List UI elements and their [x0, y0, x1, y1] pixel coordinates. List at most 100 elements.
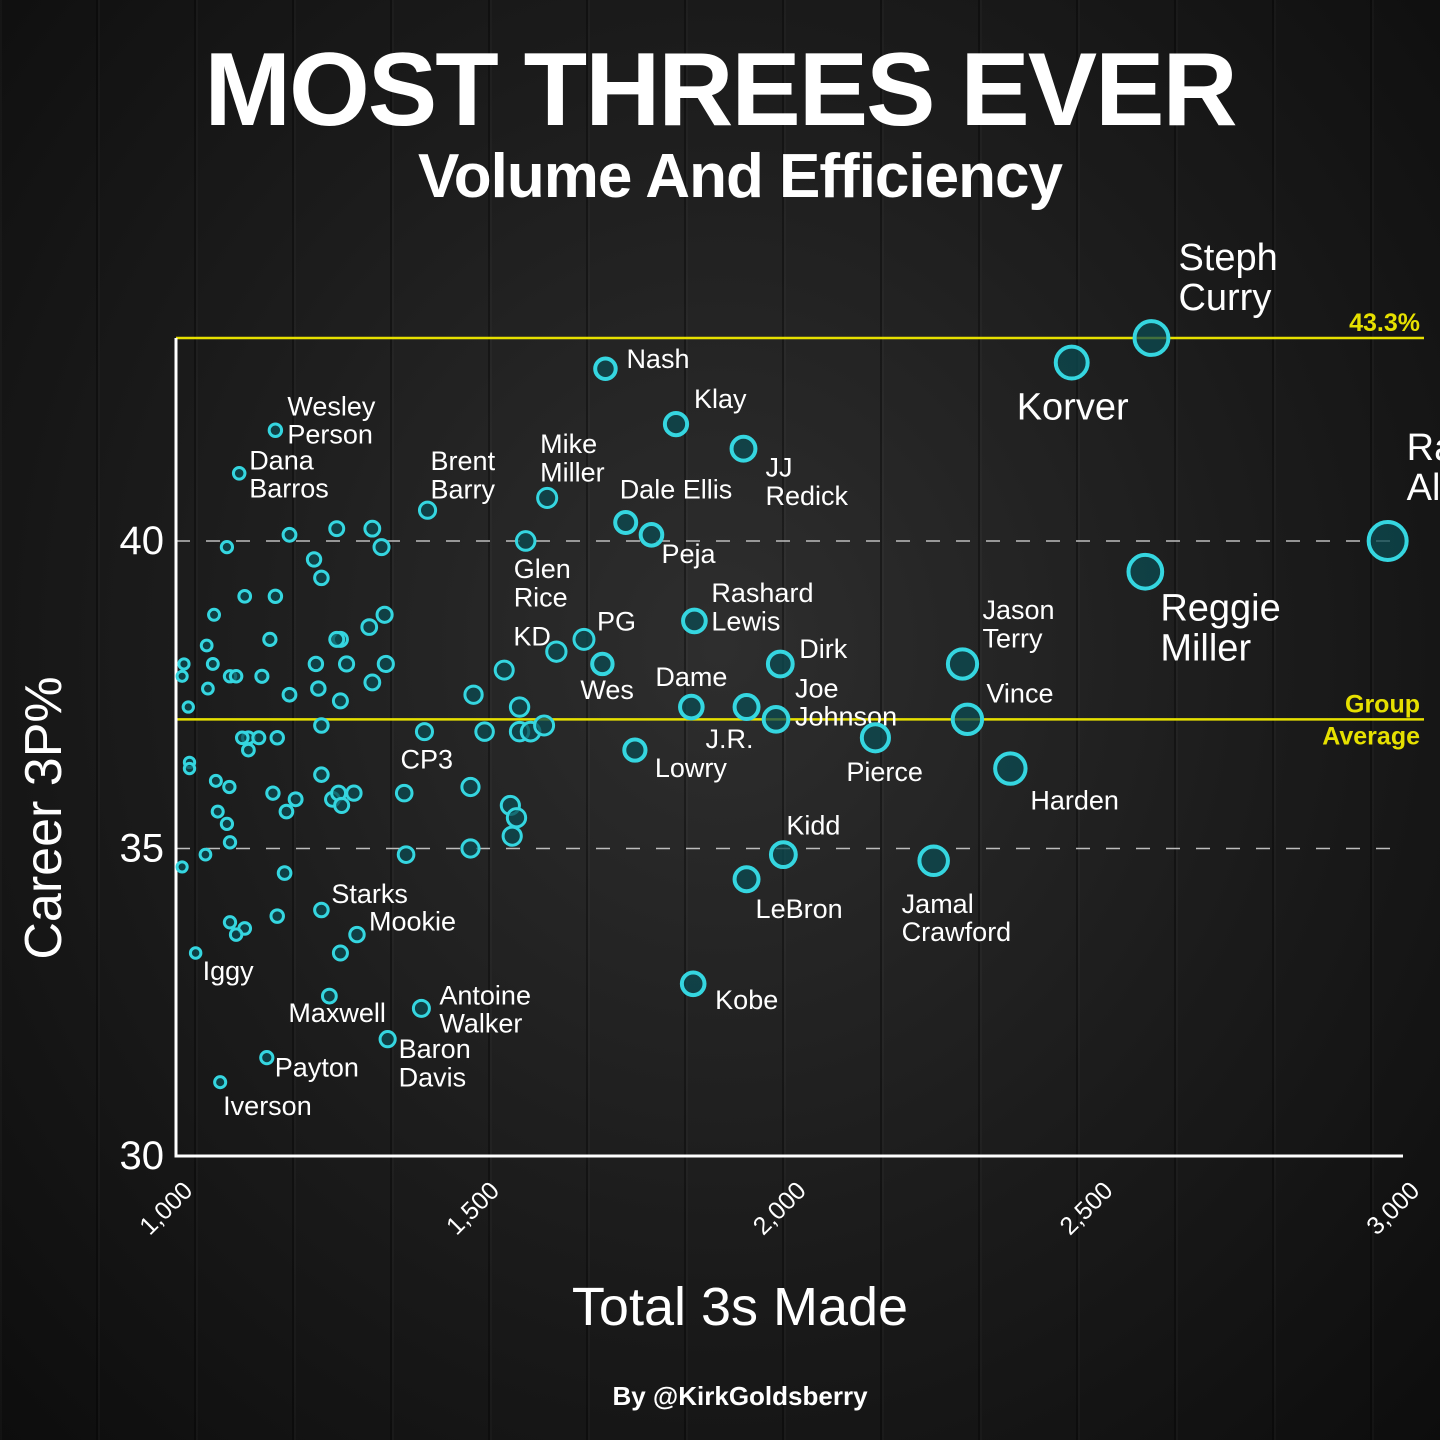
- data-point-lebron: [732, 865, 761, 894]
- data-point-wesley-person: [267, 422, 284, 438]
- point-label-reggie-miller-line-1: Reggie: [1160, 588, 1280, 630]
- point-label-pierce: Pierce: [846, 757, 923, 787]
- data-point-peja: [638, 521, 665, 548]
- point-label-rashard-lewis-line-1: Rashard: [711, 578, 813, 608]
- point-label-jj-redick-line-1: JJ: [765, 453, 792, 483]
- data-point-11: [360, 618, 379, 636]
- author-credit: By @KirkGoldsberry: [612, 1381, 868, 1411]
- data-point-klay: [662, 410, 690, 438]
- data-point-15: [199, 638, 214, 653]
- data-point-harden: [993, 751, 1028, 786]
- data-point-dirk: [765, 649, 795, 679]
- point-label-baron-davis-line-2: Davis: [399, 1062, 467, 1092]
- data-point-1: [281, 526, 298, 543]
- data-point-steph-curry: [1132, 319, 1171, 357]
- data-point-38: [182, 761, 197, 776]
- y-tick-label-30: 30: [120, 1134, 165, 1178]
- data-point-16: [177, 657, 191, 671]
- data-point-51: [219, 816, 235, 832]
- data-point-52: [222, 835, 238, 850]
- data-point-19: [337, 655, 356, 673]
- data-point-korver: [1053, 344, 1090, 381]
- point-label-dana-barros-line-2: Barros: [249, 474, 329, 504]
- point-label-lowry: Lowry: [655, 753, 728, 783]
- point-label-ray-allen-line-2: Allen: [1407, 467, 1440, 509]
- data-point-reggie-miller: [1126, 552, 1165, 591]
- data-point-46: [333, 796, 351, 814]
- point-label-ray-allen-line-1: Ray: [1407, 427, 1440, 469]
- point-label-steph-curry-line-2: Curry: [1178, 277, 1271, 319]
- data-point-64: [508, 696, 531, 718]
- data-point-maxwell: [321, 987, 338, 1005]
- point-label-mike-miller-line-2: Miller: [540, 457, 605, 487]
- reference-label-1-line-2: Average: [1322, 722, 1420, 750]
- data-point-28: [281, 686, 298, 703]
- point-label-glen-rice-line-1: Glen: [514, 554, 571, 584]
- point-label-joe-johnson-line-1: Joe: [795, 673, 839, 703]
- data-point-payton: [259, 1049, 275, 1066]
- data-point-27: [310, 680, 327, 697]
- point-label-peja: Peja: [661, 539, 716, 569]
- data-point-jamal-crawford: [917, 844, 950, 878]
- data-point-kidd: [768, 840, 798, 870]
- point-label-rashard-lewis-line-2: Lewis: [711, 606, 780, 636]
- data-point-60: [228, 927, 244, 942]
- data-point-58: [222, 915, 238, 930]
- data-point-43: [287, 791, 304, 808]
- data-point-35: [234, 730, 250, 746]
- data-point-wes: [590, 651, 615, 677]
- reference-label-0: 43.3%: [1349, 309, 1420, 337]
- point-label-vince: Vince: [986, 678, 1053, 708]
- data-point-42: [265, 785, 281, 801]
- x-tick-label-3,000: 3,000: [1361, 1176, 1425, 1240]
- point-label-wes: Wes: [580, 675, 634, 705]
- data-point-18: [307, 655, 325, 673]
- point-label-wesley-person-line-2: Person: [287, 420, 373, 450]
- data-point-cp3: [414, 722, 435, 742]
- data-point-kd: [545, 640, 568, 663]
- data-point-joe-johnson: [761, 704, 791, 734]
- data-point-55: [175, 860, 189, 874]
- data-point-34: [269, 730, 285, 746]
- data-point-lowry: [622, 737, 648, 763]
- point-label-jason-terry-line-1: Jason: [983, 595, 1055, 625]
- chart-subtitle: Volume And Efficiency: [418, 142, 1063, 211]
- point-label-kd: KD: [513, 622, 551, 652]
- data-point-24: [254, 668, 270, 684]
- data-point-6: [313, 569, 330, 587]
- data-point-9: [207, 607, 222, 622]
- point-label-jason-terry-line-2: Terry: [983, 623, 1043, 653]
- point-label-payton: Payton: [275, 1053, 359, 1083]
- x-tick-label-2,000: 2,000: [748, 1176, 812, 1240]
- data-point-mike-miller: [536, 486, 559, 509]
- point-label-j-r: J.R.: [706, 724, 754, 754]
- data-point-30: [181, 700, 195, 714]
- data-point-29: [331, 692, 349, 710]
- chart-title: MOST THREES EVER: [204, 32, 1237, 148]
- data-point-61: [331, 944, 349, 962]
- point-label-kobe: Kobe: [715, 985, 778, 1015]
- y-tick-label-35: 35: [120, 826, 165, 870]
- data-point-3: [363, 519, 382, 538]
- point-label-mookie: Mookie: [369, 907, 456, 937]
- point-label-kidd: Kidd: [786, 811, 840, 841]
- data-point-nash: [593, 356, 618, 382]
- point-label-dirk: Dirk: [799, 634, 847, 664]
- x-tick-label-2,500: 2,500: [1054, 1176, 1118, 1240]
- data-point-kobe: [679, 970, 707, 998]
- data-point-73: [460, 838, 481, 859]
- data-point-23: [228, 669, 244, 684]
- point-label-nash: Nash: [626, 344, 689, 374]
- data-point-48: [394, 783, 414, 803]
- data-point-antoine-walker: [411, 998, 431, 1018]
- data-point-25: [363, 673, 382, 692]
- data-point-4: [372, 538, 391, 557]
- x-tick-label-1,500: 1,500: [441, 1176, 505, 1240]
- data-point-50: [278, 803, 295, 820]
- point-label-brent-barry-line-2: Barry: [431, 475, 496, 505]
- data-point-14: [262, 631, 278, 648]
- data-point-mookie: [348, 925, 366, 944]
- data-point-dana-barros: [231, 466, 247, 481]
